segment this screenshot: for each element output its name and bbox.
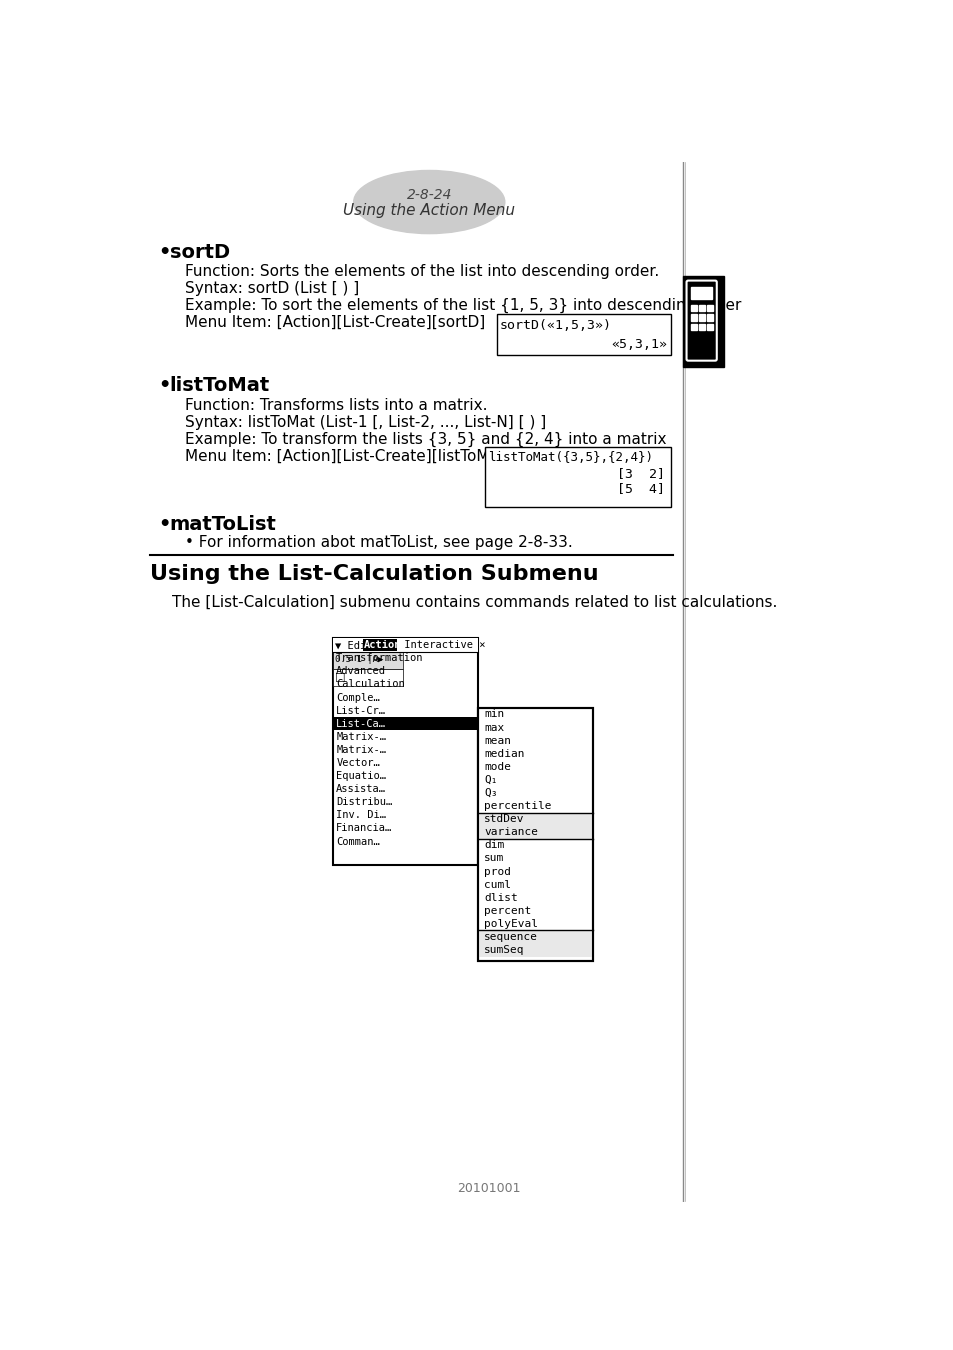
Text: 2-8-24: 2-8-24 <box>406 188 452 202</box>
Text: variance: variance <box>484 828 537 837</box>
Bar <box>362 639 396 651</box>
Text: Example: To sort the elements of the list {1, 5, 3} into descending order: Example: To sort the elements of the lis… <box>185 298 740 313</box>
Text: Comman…: Comman… <box>335 837 379 846</box>
Text: Example: To transform the lists {3, 5} and {2, 4} into a matrix: Example: To transform the lists {3, 5} a… <box>185 432 666 447</box>
Bar <box>333 652 402 668</box>
Text: Matrix-…: Matrix-… <box>335 745 386 755</box>
Bar <box>477 930 592 957</box>
Bar <box>333 717 477 730</box>
Text: Vector…: Vector… <box>335 757 379 768</box>
Bar <box>477 707 592 961</box>
Text: Equatio…: Equatio… <box>335 771 386 782</box>
Bar <box>699 315 704 320</box>
Text: Syntax: sortD (List [ ) ]: Syntax: sortD (List [ ) ] <box>185 281 359 297</box>
Bar <box>497 315 670 355</box>
Text: sequence: sequence <box>484 931 537 942</box>
Bar <box>706 324 712 329</box>
Bar <box>333 668 402 686</box>
Bar <box>682 275 723 367</box>
Text: Transformation: Transformation <box>335 653 423 663</box>
Text: max: max <box>484 722 504 733</box>
Text: 20101001: 20101001 <box>456 1183 520 1195</box>
Text: The [List-Calculation] submenu contains commands related to list calculations.: The [List-Calculation] submenu contains … <box>172 595 777 610</box>
Text: Using the List-Calculation Submenu: Using the List-Calculation Submenu <box>150 564 598 585</box>
Text: polyEval: polyEval <box>484 919 537 929</box>
Text: Q₃: Q₃ <box>484 788 497 798</box>
Text: • For information abot matToList, see page 2-8-33.: • For information abot matToList, see pa… <box>185 535 572 549</box>
Text: listToMat: listToMat <box>170 377 270 396</box>
Bar <box>477 707 592 961</box>
Text: [3  2]: [3 2] <box>617 467 664 479</box>
Text: Advanced: Advanced <box>335 667 386 676</box>
Bar <box>477 813 592 838</box>
Text: •: • <box>158 514 171 533</box>
Text: sortD: sortD <box>170 243 230 262</box>
FancyBboxPatch shape <box>686 281 716 360</box>
Text: ▼ Edit: ▼ Edit <box>335 640 379 651</box>
Bar <box>691 305 697 312</box>
Text: Distribu…: Distribu… <box>335 798 392 807</box>
Text: stdDev: stdDev <box>484 814 524 825</box>
Text: Calculation: Calculation <box>335 679 405 690</box>
Text: sumSeq: sumSeq <box>484 945 524 954</box>
Text: Interactive ×: Interactive × <box>397 640 485 651</box>
Text: cuml: cuml <box>484 880 511 890</box>
Text: Action: Action <box>364 640 401 651</box>
Bar <box>691 324 697 329</box>
Text: Inv. Di…: Inv. Di… <box>335 810 386 821</box>
Text: percentile: percentile <box>484 801 551 811</box>
Text: Function: Transforms lists into a matrix.: Function: Transforms lists into a matrix… <box>185 398 487 413</box>
Bar <box>706 315 712 320</box>
Text: dim: dim <box>484 840 504 850</box>
Text: mode: mode <box>484 761 511 772</box>
Text: Syntax: listToMat (List-1 [, List-2, ..., List-N] [ ) ]: Syntax: listToMat (List-1 [, List-2, ...… <box>185 414 546 429</box>
Text: Comple…: Comple… <box>335 693 379 702</box>
Text: matToList: matToList <box>170 514 276 533</box>
Bar <box>484 447 670 508</box>
Text: [5  4]: [5 4] <box>617 482 664 495</box>
Text: Financia…: Financia… <box>335 824 392 833</box>
Bar <box>699 324 704 329</box>
Text: 0.5 1 |A▶: 0.5 1 |A▶ <box>335 655 383 664</box>
Text: median: median <box>484 749 524 759</box>
Text: mean: mean <box>484 736 511 745</box>
Text: Menu Item: [Action][List-Create][sortD]: Menu Item: [Action][List-Create][sortD] <box>185 316 485 331</box>
Text: □: □ <box>335 672 346 682</box>
Text: List-Ca…: List-Ca… <box>335 718 386 729</box>
Text: Using the Action Menu: Using the Action Menu <box>343 202 515 217</box>
Bar <box>333 637 477 652</box>
Text: «5,3,1»: «5,3,1» <box>611 338 666 351</box>
Text: Menu Item: [Action][List-Create][listToMat]: Menu Item: [Action][List-Create][listToM… <box>185 448 511 463</box>
Bar <box>706 305 712 312</box>
Ellipse shape <box>354 170 504 234</box>
Bar <box>333 637 477 865</box>
Text: List-Cr…: List-Cr… <box>335 706 386 716</box>
Text: •: • <box>158 243 171 262</box>
Bar <box>699 305 704 312</box>
Text: Assista…: Assista… <box>335 784 386 794</box>
Text: •: • <box>158 377 171 396</box>
Text: dlist: dlist <box>484 892 517 903</box>
Bar <box>691 286 711 300</box>
Text: Function: Sorts the elements of the list into descending order.: Function: Sorts the elements of the list… <box>185 265 659 279</box>
Text: percent: percent <box>484 906 531 915</box>
Text: sum: sum <box>484 853 504 864</box>
Text: listToMat({3,5},{2,4}): listToMat({3,5},{2,4}) <box>488 451 653 464</box>
Text: min: min <box>484 710 504 720</box>
Text: prod: prod <box>484 867 511 876</box>
Text: Q₁: Q₁ <box>484 775 497 784</box>
Text: sortD(«1,5,3»): sortD(«1,5,3») <box>499 319 611 332</box>
Text: Matrix-…: Matrix-… <box>335 732 386 741</box>
Bar <box>691 315 697 320</box>
